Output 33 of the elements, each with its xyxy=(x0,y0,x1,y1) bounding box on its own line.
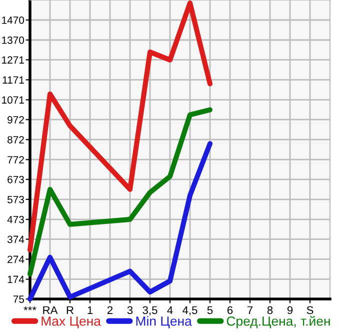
x-tick-label: 2 xyxy=(107,306,113,314)
y-tick-label: 772 xyxy=(8,156,24,164)
y-tick-label: 473 xyxy=(7,216,24,224)
y-tick-label: 174 xyxy=(8,276,24,283)
x-tick-label: 1 xyxy=(88,306,93,314)
x-tick-label: 5 xyxy=(207,306,213,314)
x-tick-label: 3 xyxy=(127,306,133,314)
x-tick-label: 9 xyxy=(287,306,293,314)
x-tick-label: RA xyxy=(43,306,58,314)
x-tick-label: 6 xyxy=(227,306,233,314)
legend-label: Min Цена xyxy=(136,316,192,328)
y-tick-label: 573 xyxy=(7,196,24,204)
y-tick-label: 972 xyxy=(8,116,24,124)
y-tick-label: 75 xyxy=(13,296,24,303)
y-tick-label: 374 xyxy=(7,236,24,244)
y-tick-label: 1271 xyxy=(2,56,24,64)
legend-label: Max Цена xyxy=(42,316,101,328)
x-tick-label: 4,5 xyxy=(182,306,198,316)
x-tick-label: *** xyxy=(24,306,36,310)
x-tick-label: R xyxy=(66,306,74,314)
y-tick-label: 1470 xyxy=(2,16,24,24)
y-tick-label: 673 xyxy=(8,176,24,184)
x-tick-label: 7 xyxy=(247,306,253,314)
legend-label: Сред.Цена, т.йен xyxy=(226,316,330,328)
y-tick-label: 1171 xyxy=(2,76,24,84)
y-tick-label: 274 xyxy=(8,256,24,263)
x-tick-label: S xyxy=(306,306,314,314)
y-tick-label: 1071 xyxy=(2,96,24,104)
y-tick-label: 872 xyxy=(8,136,24,144)
x-tick-label: 3,5 xyxy=(142,306,158,316)
x-tick-label: 4 xyxy=(167,306,173,314)
y-tick-label: 1370 xyxy=(2,36,24,44)
x-tick-label: 8 xyxy=(267,306,273,314)
